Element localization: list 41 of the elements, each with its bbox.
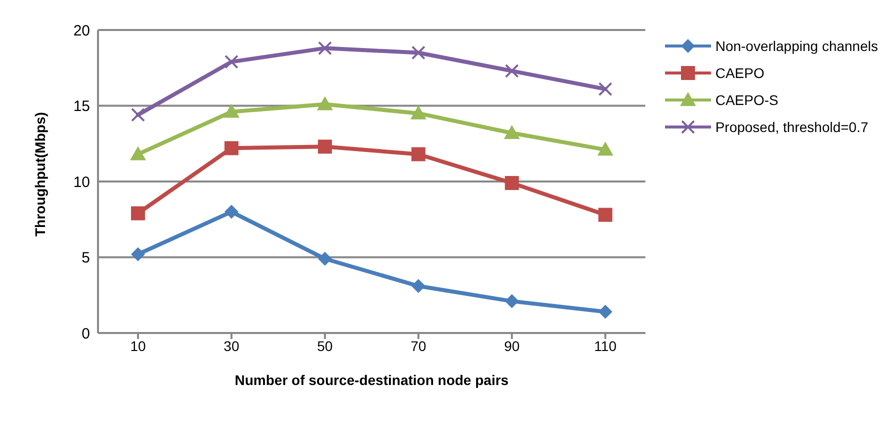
point xyxy=(597,142,614,156)
legend-label: CAEPO-S xyxy=(715,92,778,108)
x-tick-label: 110 xyxy=(594,338,617,354)
x-axis-title: Number of source-destination node pairs xyxy=(234,372,509,388)
x-tick-label: 10 xyxy=(130,338,146,354)
y-axis-title: Throughput(Mbps) xyxy=(32,112,48,236)
x-tick-label: 50 xyxy=(317,338,333,354)
point xyxy=(598,304,612,319)
point xyxy=(411,46,426,60)
legend-label: Non-overlapping channels xyxy=(715,38,878,54)
point xyxy=(504,64,519,78)
point xyxy=(224,54,238,69)
y-tick-label: 10 xyxy=(73,174,90,191)
point xyxy=(504,176,519,190)
legend-label: Proposed, threshold=0.7 xyxy=(715,119,868,135)
point xyxy=(224,204,238,219)
point xyxy=(130,146,146,160)
y-tick-label: 0 xyxy=(82,325,90,342)
point xyxy=(316,96,333,110)
legend-label: CAEPO xyxy=(715,65,764,81)
point xyxy=(411,147,426,162)
point xyxy=(598,208,612,222)
point xyxy=(131,206,145,220)
point xyxy=(131,247,145,262)
point xyxy=(318,41,332,56)
y-tick-label: 15 xyxy=(73,98,90,116)
point xyxy=(504,125,520,140)
point xyxy=(318,140,332,154)
point xyxy=(598,82,612,96)
point xyxy=(410,105,426,120)
point xyxy=(411,279,426,294)
x-tick-label: 70 xyxy=(410,338,426,354)
x-tick-label: 30 xyxy=(224,338,240,354)
point xyxy=(504,294,519,308)
x-tick-label: 90 xyxy=(504,338,520,354)
point xyxy=(223,104,240,118)
y-tick-label: 5 xyxy=(82,250,90,267)
point xyxy=(224,141,238,156)
point xyxy=(131,108,145,122)
y-tick-label: 20 xyxy=(73,22,90,40)
point xyxy=(318,252,332,266)
